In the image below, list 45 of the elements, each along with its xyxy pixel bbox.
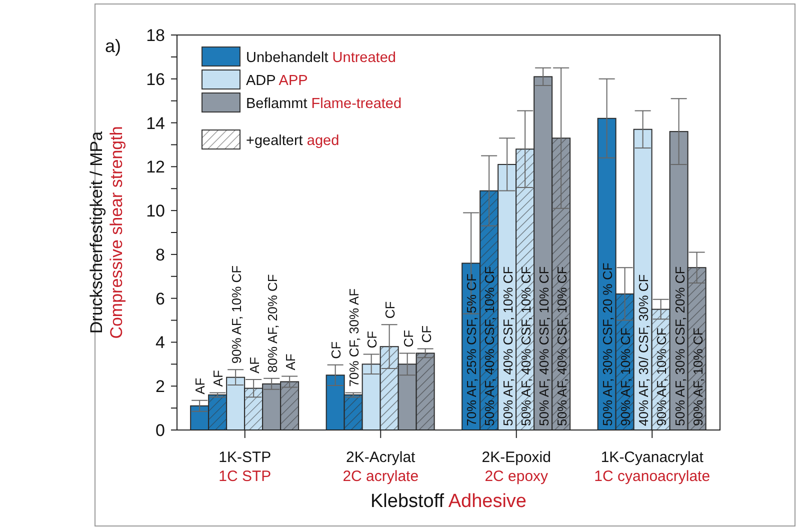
x-axis-title: Klebstoff Adhesive bbox=[370, 491, 526, 512]
annotation: 90% AF, 10% CF bbox=[618, 328, 633, 426]
y-tick-label: 14 bbox=[146, 114, 165, 133]
x-tick-label: 2K-Acrylat 2C acrylate bbox=[342, 449, 419, 485]
y-tick-label: 6 bbox=[156, 289, 165, 308]
annotation: CF bbox=[418, 325, 434, 343]
y-tick-label: 16 bbox=[146, 70, 165, 89]
x-tick-label: 1K-Cyanacrylat 1C cyanoacrylate bbox=[594, 449, 710, 485]
y-tick-label: 0 bbox=[156, 421, 165, 440]
annotation: CF bbox=[400, 330, 416, 348]
annotation: 50% AF, 40% CSF, 10% CF bbox=[500, 266, 516, 426]
annotation: CF bbox=[382, 301, 398, 319]
text: a) bbox=[105, 36, 122, 56]
y-axis-title: Druckscherfestigkeit / MPa Compressive shear strength bbox=[87, 126, 126, 339]
y-tick-label: 2 bbox=[156, 377, 165, 396]
annotation: 90% AF, 10% CF bbox=[690, 328, 706, 426]
legend-label: Unbehandelt Untreated bbox=[246, 50, 396, 66]
annotation: AF bbox=[210, 370, 226, 387]
annotation: AF bbox=[246, 356, 262, 374]
y-tick-label: 8 bbox=[156, 245, 165, 264]
annotation: AF bbox=[192, 378, 208, 394]
y-tick-label: 4 bbox=[156, 333, 165, 352]
y-tick-label: 10 bbox=[146, 202, 165, 221]
annotation: 70% CF, 30% AF bbox=[346, 288, 362, 387]
annotation: +gealtert aged bbox=[246, 133, 340, 149]
annotation: 50% AF, 40% CSF, 10% CF bbox=[554, 266, 570, 426]
y-tick-label: 18 bbox=[146, 26, 165, 45]
annotation: 90% AF, 10% CF bbox=[228, 265, 244, 364]
annotation: CF bbox=[364, 330, 380, 348]
x-tick-label: 1K-STP 1C STP bbox=[218, 449, 272, 485]
annotation: 90% AF, 10% CF bbox=[654, 328, 670, 426]
annotation: 70% AF, 25% CSF, 5% CF bbox=[464, 273, 480, 426]
annotation: 80% AF, 20% CF bbox=[265, 274, 280, 372]
annotation: AF bbox=[283, 354, 298, 370]
annotation: 40% AF, 30/ CSF, 30% CF bbox=[636, 274, 652, 426]
annotation: 50% AF, 40% CSF, 10% CF bbox=[482, 266, 498, 426]
annotation: 50% AF, 30% CSF, 20% CF bbox=[672, 266, 688, 426]
annotation: 50% AF, 30% CSF, 20 % CF bbox=[600, 262, 615, 426]
legend-label: Beflammt Flame-treated bbox=[246, 96, 402, 112]
y-tick-label: 12 bbox=[146, 158, 165, 177]
annotation: 50% AF, 40% CSF, 10% CF bbox=[518, 266, 534, 426]
x-tick-label: 2K-Epoxid 2C epoxy bbox=[482, 449, 551, 485]
annotation: CF bbox=[328, 341, 344, 359]
legend-label: ADP APP bbox=[246, 73, 308, 89]
annotation: 50% AF, 40% CSF, 10% CF bbox=[536, 266, 552, 426]
